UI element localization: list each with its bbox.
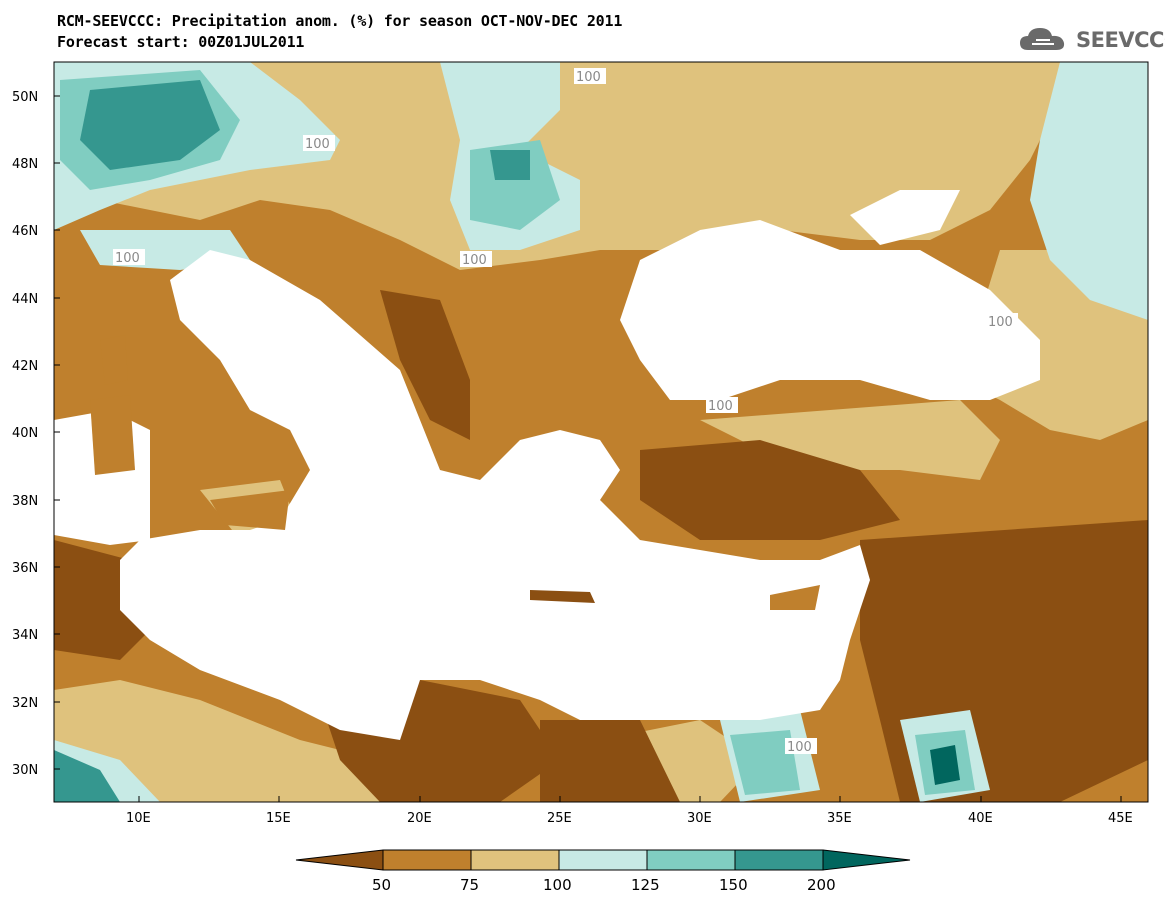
contour-label: 100 <box>115 251 140 266</box>
colorbar-label: 75 <box>460 876 479 894</box>
x-tick-label: 25E <box>547 811 572 826</box>
y-tick-label: 48N <box>12 157 38 172</box>
colorbar-label: 200 <box>807 876 836 894</box>
cyprus <box>770 585 820 610</box>
x-axis: 10E 15E 20E 25E 30E 35E 40E 45E <box>126 796 1133 826</box>
forecast-start-label: Forecast start: 00Z01JUL2011 <box>57 33 305 51</box>
contour-label: 100 <box>576 70 601 85</box>
region-germany-dark-teal <box>80 80 220 170</box>
x-tick-label: 30E <box>687 811 712 826</box>
mediterranean-sea <box>120 250 870 740</box>
y-tick-label: 34N <box>12 628 38 643</box>
black-sea <box>620 220 1040 400</box>
region-balkans-dark <box>380 290 470 440</box>
contour-label: 100 <box>462 253 487 268</box>
x-tick-label: 10E <box>126 811 151 826</box>
cloud-icon <box>1020 28 1065 50</box>
seevccc-logo: SEEVCCC <box>1018 24 1165 56</box>
region-russia-teal <box>1030 62 1148 320</box>
x-tick-label: 45E <box>1108 811 1133 826</box>
x-tick-label: 15E <box>266 811 291 826</box>
colorbar-swatch <box>822 849 911 871</box>
y-tick-label: 40N <box>12 426 38 441</box>
colorbar-label: 100 <box>543 876 572 894</box>
region-anatolia-dark <box>640 440 900 540</box>
y-axis: 50N 48N 46N 44N 42N 40N 38N 36N 34N 32N … <box>12 90 60 778</box>
region-arabia-deep-teal <box>930 745 960 785</box>
contour-label: 100 <box>988 315 1013 330</box>
colorbar-swatch <box>382 849 472 871</box>
azov-sea <box>850 190 960 245</box>
y-tick-label: 50N <box>12 90 38 105</box>
map-title: RCM-SEEVCCC: Precipitation anom. (%) for… <box>57 12 623 30</box>
crete <box>530 590 595 603</box>
region-syria-iraq-dark <box>860 520 1148 802</box>
y-tick-label: 30N <box>12 763 38 778</box>
map-content <box>54 62 1148 802</box>
corsica <box>100 335 128 385</box>
colorbar-swatch <box>470 849 560 871</box>
sardinia <box>90 395 135 475</box>
y-tick-label: 42N <box>12 359 38 374</box>
region-egypt-dark <box>540 720 680 802</box>
region-sinai-medium-teal <box>730 730 800 795</box>
contour-label: 100 <box>787 740 812 755</box>
y-tick-label: 32N <box>12 696 38 711</box>
colorbar-label: 150 <box>719 876 748 894</box>
colorbar-label: 125 <box>631 876 660 894</box>
colorbar-swatch <box>646 849 736 871</box>
y-tick-label: 46N <box>12 224 38 239</box>
region-anatolia-light <box>700 400 1000 480</box>
y-tick-label: 44N <box>12 292 38 307</box>
colorbar-label: 50 <box>372 876 391 894</box>
sicily <box>210 490 290 530</box>
colorbar-swatch <box>734 849 824 871</box>
contour-labels: 100 100 100 100 100 100 100 <box>113 68 1018 755</box>
contour-label: 100 <box>708 399 733 414</box>
x-tick-label: 35E <box>827 811 852 826</box>
x-tick-label: 40E <box>968 811 993 826</box>
contour-label: 100 <box>305 137 330 152</box>
y-tick-label: 36N <box>12 561 38 576</box>
x-tick-label: 20E <box>407 811 432 826</box>
region-poland-dark-teal <box>490 150 530 180</box>
colorbar-swatch <box>295 849 384 871</box>
region-tunisia-dark-teal <box>54 750 120 802</box>
y-tick-label: 38N <box>12 494 38 509</box>
colorbar-swatch <box>558 849 648 871</box>
region-libya-light <box>54 680 400 802</box>
colorbar: 50 75 100 125 150 200 <box>295 849 911 894</box>
logo-text: SEEVCCC <box>1076 28 1165 52</box>
